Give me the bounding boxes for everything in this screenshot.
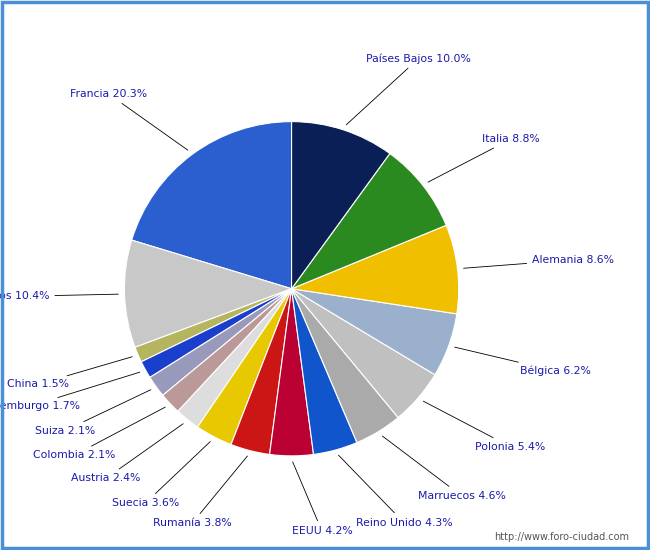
Wedge shape — [178, 289, 292, 427]
Wedge shape — [292, 289, 357, 454]
Text: Suecia 3.6%: Suecia 3.6% — [112, 442, 210, 508]
Text: Reino Unido 4.3%: Reino Unido 4.3% — [339, 455, 452, 527]
Wedge shape — [292, 289, 435, 417]
Text: Austria 2.4%: Austria 2.4% — [72, 424, 183, 483]
Wedge shape — [292, 226, 459, 314]
Wedge shape — [292, 153, 446, 289]
Text: EEUU 4.2%: EEUU 4.2% — [292, 462, 352, 536]
Wedge shape — [141, 289, 292, 377]
Text: Francia 20.3%: Francia 20.3% — [70, 89, 188, 150]
Wedge shape — [132, 122, 292, 289]
Text: Suiza 2.1%: Suiza 2.1% — [35, 390, 151, 436]
Wedge shape — [124, 240, 292, 348]
Text: Rumanía 3.8%: Rumanía 3.8% — [153, 456, 248, 529]
Text: http://www.foro-ciudad.com: http://www.foro-ciudad.com — [493, 532, 629, 542]
Wedge shape — [231, 289, 292, 454]
Text: Colombia 2.1%: Colombia 2.1% — [33, 407, 165, 460]
Wedge shape — [198, 289, 292, 444]
Text: Luxemburgo 1.7%: Luxemburgo 1.7% — [0, 372, 140, 411]
Text: China 1.5%: China 1.5% — [7, 357, 132, 389]
Wedge shape — [162, 289, 292, 411]
Text: Otros 10.4%: Otros 10.4% — [0, 292, 118, 301]
Text: Polonia 5.4%: Polonia 5.4% — [423, 401, 545, 452]
Text: Marruecos 4.6%: Marruecos 4.6% — [382, 436, 506, 501]
Wedge shape — [135, 289, 292, 362]
Text: Vila-real - Turistas extranjeros según país - Julio de 2024: Vila-real - Turistas extranjeros según p… — [118, 18, 532, 35]
Wedge shape — [150, 289, 292, 395]
Wedge shape — [292, 289, 457, 375]
Text: Italia 8.8%: Italia 8.8% — [428, 134, 540, 182]
Wedge shape — [292, 122, 390, 289]
Wedge shape — [292, 289, 398, 443]
Text: Bélgica 6.2%: Bélgica 6.2% — [455, 347, 590, 376]
Text: Países Bajos 10.0%: Países Bajos 10.0% — [346, 53, 471, 125]
Wedge shape — [270, 289, 313, 456]
Text: Alemania 8.6%: Alemania 8.6% — [463, 255, 614, 268]
